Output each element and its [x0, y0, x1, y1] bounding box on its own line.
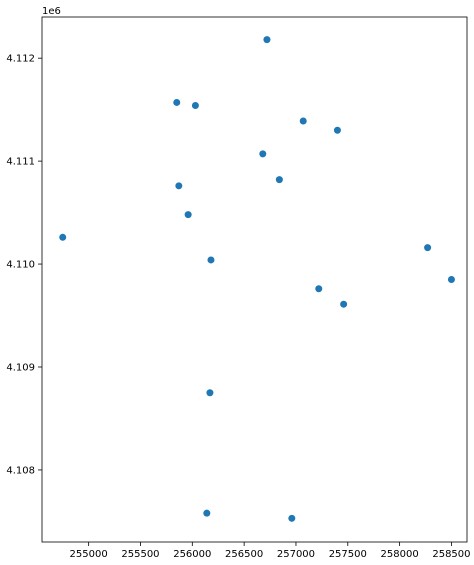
scatter-point: [191, 102, 199, 110]
x-tick-label: 257000: [277, 549, 315, 560]
scatter-point: [184, 211, 192, 219]
scatter-point: [206, 389, 214, 397]
y-tick-label: 4.112: [6, 54, 35, 65]
y-tick-label: 4.110: [6, 260, 35, 271]
scatter-point: [288, 514, 296, 522]
scatter-point: [263, 36, 271, 44]
y-tick-label: 4.111: [6, 157, 35, 168]
scatter-points: [59, 36, 455, 522]
scatter-point: [299, 117, 307, 125]
scatter-point: [175, 182, 183, 190]
scatter-point: [59, 233, 67, 241]
scatter-point: [207, 256, 215, 264]
y-axis: 4.108 4.109 4.110 4.111 4.112: [6, 54, 42, 476]
x-tick-label: 256000: [173, 549, 211, 560]
scatter-point: [275, 176, 283, 184]
x-tick-label: 258000: [381, 549, 419, 560]
x-tick-label: 256500: [225, 549, 263, 560]
scatter-point: [333, 126, 341, 134]
scatter-point: [340, 300, 348, 308]
x-axis: 255000 255500 256000 256500 257000 257500 2580…: [70, 542, 471, 560]
scatter-point: [173, 98, 181, 106]
x-tick-label: 255500: [121, 549, 159, 560]
y-tick-label: 4.109: [6, 363, 35, 374]
scatter-point: [424, 244, 432, 252]
x-tick-label: 257500: [329, 549, 367, 560]
y-tick-label: 4.108: [6, 465, 35, 476]
plot-area: [41, 16, 468, 543]
scatter-point: [259, 150, 267, 158]
x-tick-label: 258500: [432, 549, 470, 560]
y-offset-label: 1e6: [42, 6, 61, 17]
scatter-point: [315, 285, 323, 293]
scatter-point: [203, 509, 211, 517]
x-tick-label: 255000: [70, 549, 108, 560]
scatter-point: [447, 276, 455, 283]
